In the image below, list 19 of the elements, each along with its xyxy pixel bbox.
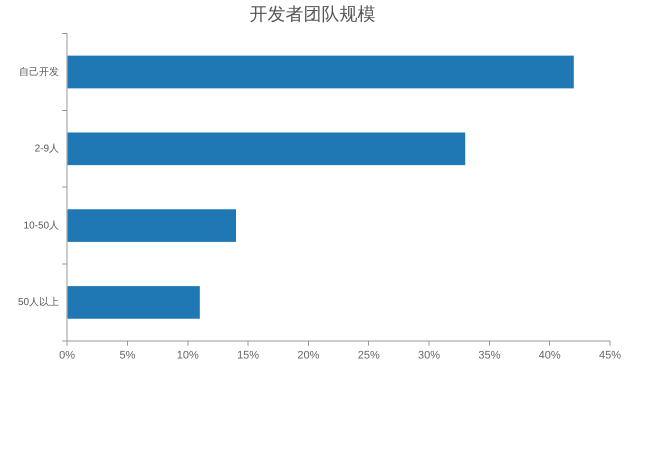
- x-tick-label: 10%: [176, 349, 199, 362]
- y-tick-label: 50人以上: [18, 296, 60, 308]
- x-tick-label: 15%: [237, 349, 260, 362]
- y-tick-label: 2-9人: [34, 144, 60, 155]
- x-tick-label: 45%: [598, 349, 622, 362]
- x-tick-label: 25%: [358, 349, 380, 362]
- x-tick-label: 35%: [478, 349, 501, 362]
- y-tick-label: 自己开发: [19, 66, 60, 78]
- x-tick-label: 0%: [59, 349, 76, 362]
- bar: [68, 209, 236, 242]
- bar: [68, 286, 200, 319]
- x-tick-label: 40%: [538, 349, 561, 362]
- chart-title: 开发者团队规模: [250, 4, 376, 24]
- x-tick-label: 20%: [297, 349, 320, 362]
- bar: [68, 56, 574, 88]
- x-tick-label: 5%: [119, 349, 136, 362]
- bar: [68, 132, 466, 166]
- x-tick-label: 30%: [418, 349, 440, 362]
- y-tick-label: 10-50人: [24, 220, 60, 232]
